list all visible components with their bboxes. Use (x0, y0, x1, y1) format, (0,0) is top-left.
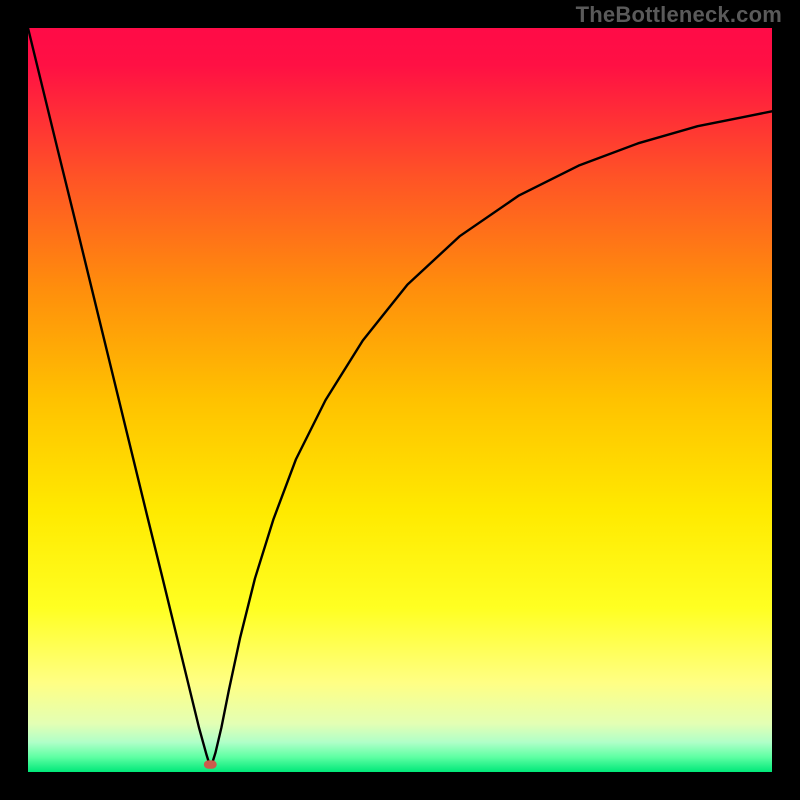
plot-background (28, 28, 772, 772)
chart-frame: TheBottleneck.com (0, 0, 800, 800)
bottleneck-chart (0, 0, 800, 800)
optimal-point-marker (204, 761, 216, 768)
watermark-text: TheBottleneck.com (576, 2, 782, 28)
